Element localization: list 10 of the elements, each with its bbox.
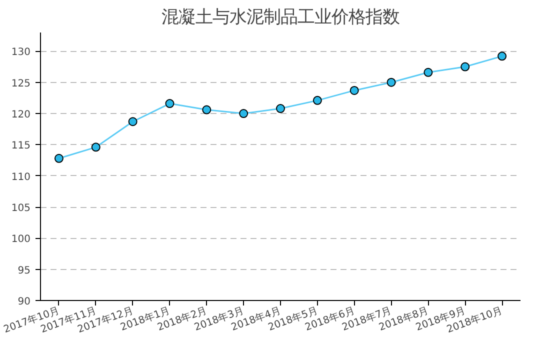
- y-tick-label: 115: [11, 140, 31, 152]
- y-tick-label: 125: [11, 78, 31, 90]
- y-tick-label: 105: [11, 203, 31, 214]
- y-tick-label: 100: [11, 234, 31, 246]
- chart-title: 混凝土与水泥制品工业价格指数: [162, 8, 400, 28]
- y-tick-label: 95: [18, 265, 31, 276]
- y-tick-label: 120: [11, 110, 31, 121]
- y-tick-label: 90: [18, 296, 31, 308]
- y-tick-label: 110: [11, 172, 31, 183]
- y-tick-label: 130: [11, 47, 31, 58]
